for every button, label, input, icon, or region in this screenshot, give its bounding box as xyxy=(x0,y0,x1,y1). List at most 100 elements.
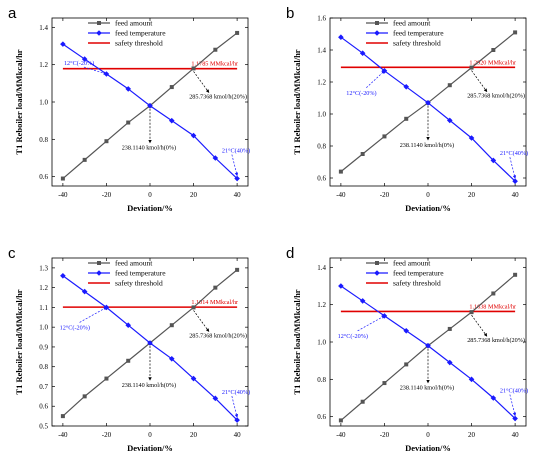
legend-label: feed amount xyxy=(115,19,153,28)
threshold-label: 1.1014 MMkcal/hr xyxy=(191,299,238,306)
annotation-temp-high: 21°C(40%) xyxy=(500,150,528,157)
annotation-temp-high: 21°C(40%) xyxy=(500,388,528,395)
feed-amount-point xyxy=(82,394,87,399)
feed-amount-point xyxy=(191,305,196,310)
feed-temperature-point xyxy=(190,375,197,382)
feed-amount-point xyxy=(213,285,218,290)
legend-marker-square xyxy=(375,21,379,25)
feed-temperature-point xyxy=(403,84,410,90)
feed-temperature-point xyxy=(490,157,497,164)
y-tick-label: 0.6 xyxy=(39,403,48,411)
y-tick-label: 0.8 xyxy=(39,363,48,371)
x-tick-label: 0 xyxy=(426,431,430,439)
annotation-amount-high: 285.7368 kmol/h(20%) xyxy=(189,93,247,100)
annotation-temp-low-arrow xyxy=(357,315,386,332)
feed-amount-point xyxy=(513,272,518,277)
legend-label: feed amount xyxy=(393,259,431,268)
annotation-temp-low-arrow xyxy=(83,66,108,75)
y-tick-label: 0.8 xyxy=(39,136,48,144)
feed-temperature-point xyxy=(338,34,344,40)
y-tick-label: 0.6 xyxy=(39,173,48,181)
y-tick-label: 1.4 xyxy=(39,24,48,32)
annotation-amount-center: 238.1140 kmol/h(0%) xyxy=(400,142,454,149)
x-tick-label: 40 xyxy=(234,191,242,199)
feed-amount-point xyxy=(60,414,65,419)
feed-amount-point xyxy=(491,48,496,52)
chart-panel-d: d 0.6 0.8 1.0 1.2 1.4 -40 -20 0 20 40 Deviation/% T1… xyxy=(286,245,528,453)
panel-letter: b xyxy=(286,5,294,22)
y-tick-label: 1.0 xyxy=(39,324,48,332)
annotation-temp-high: 21°C(40%) xyxy=(222,389,250,396)
y-tick-label: 0.7 xyxy=(39,383,48,391)
y-tick-label: 1.2 xyxy=(39,284,48,292)
annotation-temp-low: 12°C(-20%) xyxy=(60,324,90,331)
feed-amount-point xyxy=(469,310,474,315)
feed-temperature-point xyxy=(125,86,132,92)
y-tick-label: 0.5 xyxy=(39,423,48,431)
feed-temperature-point xyxy=(446,117,453,124)
x-tick-label: 0 xyxy=(426,191,430,199)
chart-panel-c: c 0.5 0.6 0.7 0.8 0.9 1.0 1.1 1.2 1.3 -40 -20 0 20 40 D… xyxy=(8,245,250,453)
annotation-amount-center: 238.1140 kmol/h(0%) xyxy=(122,382,176,389)
feed-temperature-point xyxy=(81,56,88,62)
legend-label: safety threshold xyxy=(393,279,441,288)
y-tick-label: 1.4 xyxy=(317,264,326,272)
legend-label: safety threshold xyxy=(115,279,163,288)
annotation-amount-center: 238.1140 kmol/h(0%) xyxy=(400,385,454,392)
x-axis-title: Deviation/% xyxy=(405,443,451,453)
annotation-amount-high: 285.7368 kmol/h(20%) xyxy=(467,93,525,100)
feed-amount-point xyxy=(360,152,365,156)
y-tick-label: 1.2 xyxy=(317,301,326,309)
annotation-temp-high-arrow xyxy=(231,154,239,177)
annotation-temp-high: 21°C(40%) xyxy=(222,148,250,155)
feed-amount-point xyxy=(447,83,452,88)
x-tick-label: -40 xyxy=(58,191,68,199)
feed-amount-point xyxy=(213,47,218,52)
annotation-amount-high-arrow xyxy=(471,314,488,337)
x-axis-title: Deviation/% xyxy=(127,203,173,213)
feed-temperature-point xyxy=(512,178,518,184)
feed-amount-point xyxy=(104,139,109,144)
legend-label: feed temperature xyxy=(115,29,166,38)
feed-temperature-point xyxy=(190,132,197,139)
feed-amount-point xyxy=(235,30,240,35)
annotation-temp-low-arrow xyxy=(79,307,108,323)
feed-temperature-point xyxy=(81,288,88,295)
legend-marker-square xyxy=(97,261,101,265)
feed-amount-point xyxy=(338,418,343,423)
feed-temperature-point xyxy=(425,342,431,349)
y-tick-label: 1.0 xyxy=(39,99,48,107)
feed-temperature-point xyxy=(490,395,497,401)
x-tick-label: 20 xyxy=(468,191,476,199)
legend-marker-diamond xyxy=(96,270,102,276)
y-tick-label: 0.8 xyxy=(317,376,326,384)
y-tick-label: 1.1 xyxy=(39,304,48,312)
feed-amount-point xyxy=(169,323,174,328)
x-tick-label: -20 xyxy=(102,431,112,439)
feed-amount-point xyxy=(60,176,65,181)
annotation-amount-high-arrow xyxy=(193,310,210,332)
legend-marker-diamond xyxy=(374,30,380,36)
feed-temperature-point xyxy=(147,102,153,109)
y-tick-label: 1.0 xyxy=(317,339,326,347)
feed-amount-point xyxy=(191,66,196,71)
y-tick-label: 0.9 xyxy=(39,343,48,351)
chart-panel-b: b 0.6 0.8 1.0 1.2 1.4 1.6 -40 -20 0 20 40 Deviation/… xyxy=(286,5,528,213)
x-tick-label: 40 xyxy=(512,191,519,199)
y-tick-label: 0.8 xyxy=(317,143,326,151)
legend-marker-diamond xyxy=(96,30,102,36)
annotation-amount-center: 238.1140 kmol/h(0%) xyxy=(122,145,176,152)
annotation-temp-low: 12°C(-20%) xyxy=(338,333,368,340)
x-tick-label: 40 xyxy=(512,431,519,439)
panel-letter: c xyxy=(8,245,16,262)
x-tick-label: 20 xyxy=(190,191,198,199)
y-axis-title: T1 Reboiler load/MMkcal/hr xyxy=(14,289,24,394)
threshold-label: 1.1638 MMkcal/hr xyxy=(469,303,516,310)
annotation-amount-high-arrow xyxy=(471,70,488,93)
annotation-temp-high-arrow xyxy=(509,157,517,179)
feed-temperature-point xyxy=(60,272,66,279)
feed-amount-point xyxy=(447,326,452,331)
x-axis-title: Deviation/% xyxy=(127,443,173,453)
x-tick-label: -40 xyxy=(336,191,346,199)
